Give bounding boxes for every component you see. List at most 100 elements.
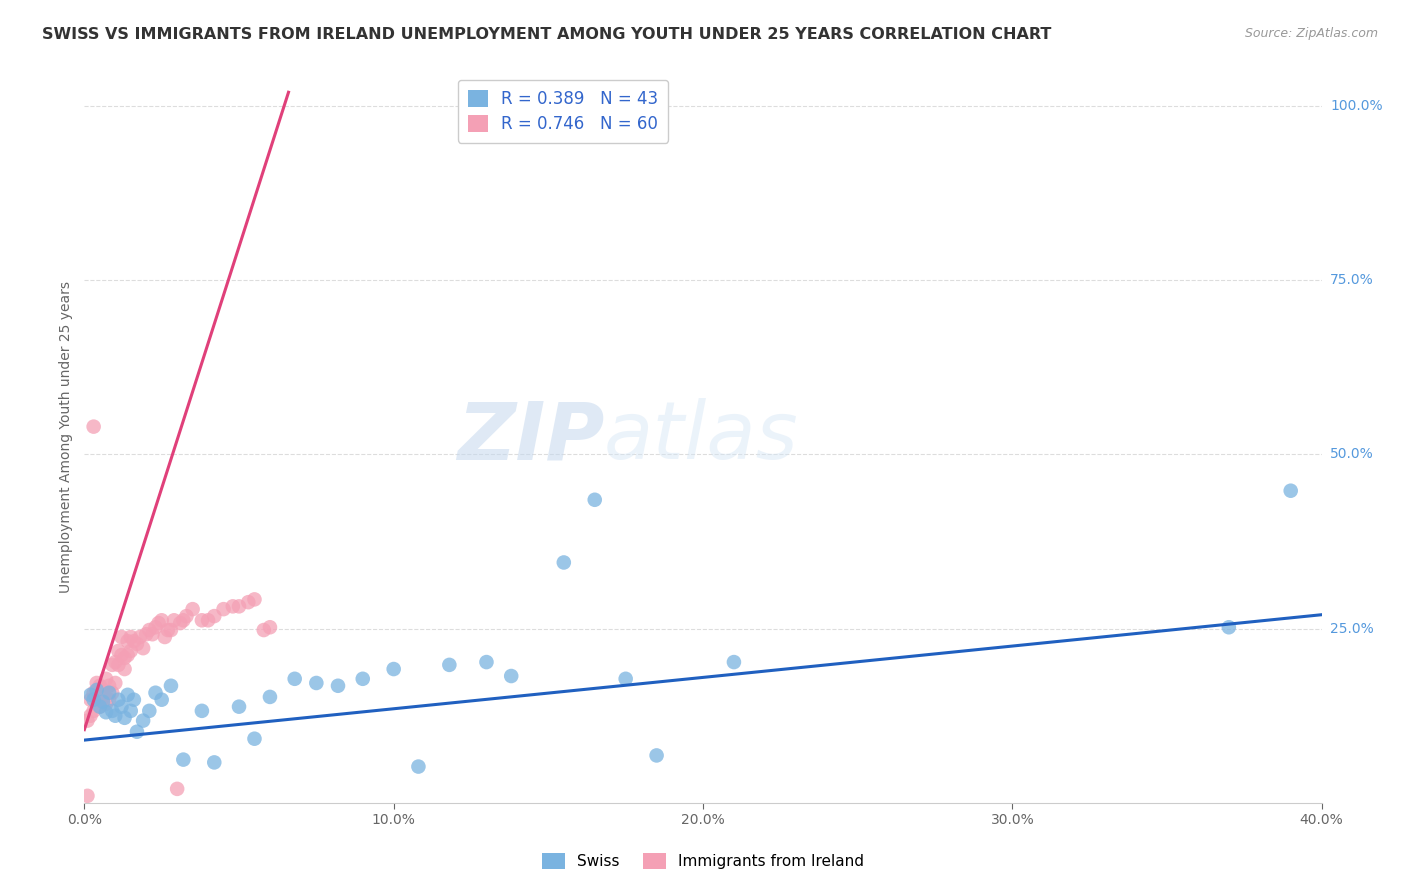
Point bbox=[150, 613, 173, 627]
Point bbox=[132, 641, 155, 656]
Point bbox=[176, 609, 198, 624]
Point bbox=[132, 714, 155, 728]
Point bbox=[91, 682, 114, 697]
Point bbox=[110, 648, 132, 662]
Point bbox=[1279, 483, 1302, 498]
Point bbox=[104, 708, 127, 723]
Point bbox=[166, 781, 188, 796]
Point bbox=[141, 627, 163, 641]
Point bbox=[305, 676, 328, 690]
Point bbox=[101, 704, 124, 718]
Point bbox=[120, 644, 142, 658]
Point bbox=[160, 679, 183, 693]
Point bbox=[172, 753, 194, 767]
Point bbox=[135, 627, 157, 641]
Legend: R = 0.389   N = 43, R = 0.746   N = 60: R = 0.389 N = 43, R = 0.746 N = 60 bbox=[458, 79, 668, 143]
Y-axis label: Unemployment Among Youth under 25 years: Unemployment Among Youth under 25 years bbox=[59, 281, 73, 593]
Point bbox=[129, 630, 152, 644]
Text: 100.0%: 100.0% bbox=[1330, 99, 1382, 113]
Point bbox=[228, 599, 250, 614]
Point bbox=[79, 708, 101, 723]
Point bbox=[202, 609, 225, 624]
Point bbox=[553, 556, 575, 570]
Point bbox=[98, 686, 121, 700]
Text: 75.0%: 75.0% bbox=[1330, 273, 1374, 287]
Point bbox=[169, 616, 191, 631]
Point bbox=[122, 692, 145, 706]
Point bbox=[114, 662, 136, 676]
Text: SWISS VS IMMIGRANTS FROM IRELAND UNEMPLOYMENT AMONG YOUTH UNDER 25 YEARS CORRELA: SWISS VS IMMIGRANTS FROM IRELAND UNEMPLO… bbox=[42, 27, 1052, 42]
Point bbox=[284, 672, 307, 686]
Point bbox=[83, 704, 105, 718]
Point bbox=[91, 690, 114, 704]
Point bbox=[172, 613, 194, 627]
Point bbox=[83, 419, 105, 434]
Point bbox=[138, 704, 160, 718]
Point bbox=[645, 748, 668, 763]
Point bbox=[614, 672, 637, 686]
Point bbox=[122, 634, 145, 648]
Point bbox=[382, 662, 405, 676]
Point bbox=[326, 679, 349, 693]
Point bbox=[107, 644, 129, 658]
Point bbox=[156, 623, 179, 637]
Point bbox=[138, 623, 160, 637]
Point bbox=[238, 595, 260, 609]
Point bbox=[110, 699, 132, 714]
Text: 25.0%: 25.0% bbox=[1330, 622, 1374, 636]
Point bbox=[89, 699, 111, 714]
Point bbox=[1218, 620, 1240, 634]
Point bbox=[723, 655, 745, 669]
Point bbox=[259, 620, 281, 634]
Text: 50.0%: 50.0% bbox=[1330, 448, 1374, 461]
Point bbox=[475, 655, 498, 669]
Point bbox=[114, 711, 136, 725]
Point bbox=[117, 688, 139, 702]
Point bbox=[86, 682, 108, 697]
Point bbox=[202, 756, 225, 770]
Point bbox=[181, 602, 204, 616]
Point bbox=[439, 657, 461, 672]
Point bbox=[89, 699, 111, 714]
Point bbox=[110, 630, 132, 644]
Point bbox=[583, 492, 606, 507]
Point bbox=[120, 704, 142, 718]
Point bbox=[86, 676, 108, 690]
Point bbox=[212, 602, 235, 616]
Point bbox=[145, 686, 167, 700]
Text: ZIP: ZIP bbox=[457, 398, 605, 476]
Point bbox=[501, 669, 523, 683]
Point bbox=[228, 699, 250, 714]
Point bbox=[253, 623, 276, 637]
Point bbox=[107, 692, 129, 706]
Point bbox=[76, 789, 98, 803]
Point bbox=[83, 692, 105, 706]
Point bbox=[150, 692, 173, 706]
Point bbox=[91, 695, 114, 709]
Point bbox=[117, 634, 139, 648]
Text: atlas: atlas bbox=[605, 398, 799, 476]
Point bbox=[352, 672, 374, 686]
Legend: Swiss, Immigrants from Ireland: Swiss, Immigrants from Ireland bbox=[536, 847, 870, 875]
Point bbox=[114, 651, 136, 665]
Point bbox=[243, 731, 266, 746]
Point bbox=[98, 692, 121, 706]
Text: Source: ZipAtlas.com: Source: ZipAtlas.com bbox=[1244, 27, 1378, 40]
Point bbox=[104, 655, 127, 669]
Point bbox=[94, 705, 117, 719]
Point bbox=[160, 623, 183, 637]
Point bbox=[125, 724, 148, 739]
Point bbox=[101, 686, 124, 700]
Point bbox=[86, 692, 108, 706]
Point bbox=[94, 697, 117, 711]
Point bbox=[153, 630, 176, 644]
Point bbox=[89, 679, 111, 693]
Point bbox=[94, 672, 117, 686]
Point bbox=[83, 686, 105, 700]
Point bbox=[191, 613, 214, 627]
Point bbox=[117, 648, 139, 662]
Point bbox=[107, 657, 129, 672]
Point bbox=[259, 690, 281, 704]
Point bbox=[243, 592, 266, 607]
Point bbox=[98, 679, 121, 693]
